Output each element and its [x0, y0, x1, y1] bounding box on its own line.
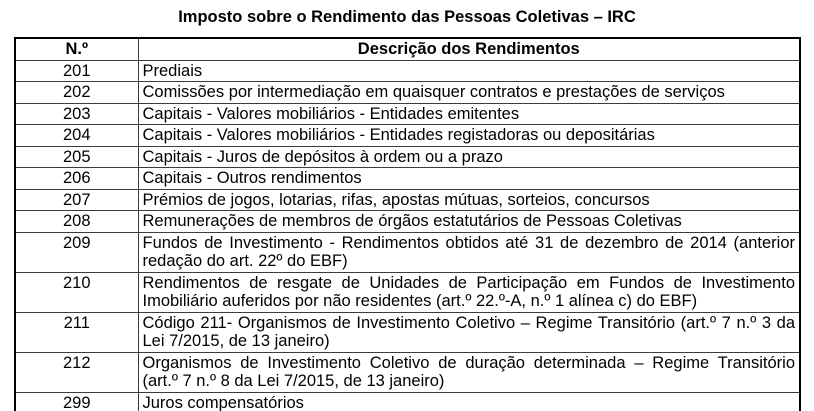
table-row: 205 Capitais - Juros de depósitos à ordem…	[14, 145, 801, 168]
row-number: 203	[14, 102, 139, 125]
table-row: 202 Comissões por intermediação em quaisq…	[14, 81, 801, 104]
row-description: Código 211- Organismos de Investimento C…	[137, 311, 801, 353]
row-number: 299	[14, 391, 139, 411]
income-codes-table: N.º Descrição dos Rendimentos 201 Prediai…	[14, 37, 801, 411]
row-description: Remunerações de membros de órgãos estatu…	[137, 210, 801, 233]
row-number: 206	[14, 167, 139, 190]
row-description: Rendimentos de resgate de Unidades de Pa…	[137, 271, 801, 313]
row-number: 207	[14, 188, 139, 211]
row-number: 210	[14, 271, 139, 313]
table-row: 210 Rendimentos de resgate de Unidades de…	[14, 271, 801, 313]
row-description: Juros compensatórios	[137, 391, 801, 411]
row-number: 209	[14, 231, 139, 273]
row-description: Organismos de Investimento Coletivo de d…	[137, 351, 801, 393]
table-row: 207 Prémios de jogos, lotarias, rifas, ap…	[14, 188, 801, 211]
row-number: 212	[14, 351, 139, 393]
table-row: 208 Remunerações de membros de órgãos est…	[14, 210, 801, 233]
table-row: 206 Capitais - Outros rendimentos	[14, 167, 801, 190]
table-header: N.º Descrição dos Rendimentos	[14, 37, 801, 61]
page-title: Imposto sobre o Rendimento das Pessoas C…	[178, 8, 636, 26]
row-description: Prediais	[137, 59, 801, 82]
table-row: 299 Juros compensatórios	[14, 391, 801, 411]
table-row: 201 Prediais	[14, 59, 801, 82]
row-number: 205	[14, 145, 139, 168]
table-body: 201 Prediais 202 Comissões por intermediaçã…	[14, 59, 801, 411]
row-description: Fundos de Investimento - Rendimentos obt…	[137, 231, 801, 273]
row-number: 211	[14, 311, 139, 353]
table-row: 211 Código 211- Organismos de Investiment…	[14, 311, 801, 353]
row-number: 201	[14, 59, 139, 82]
row-description: Capitais - Valores mobiliários - Entidad…	[137, 124, 801, 147]
header-number: N.º	[14, 37, 139, 61]
header-description: Descrição dos Rendimentos	[137, 37, 801, 61]
table-row: 204 Capitais - Valores mobiliários - Enti…	[14, 124, 801, 147]
table-row: 203 Capitais - Valores mobiliários - Enti…	[14, 102, 801, 125]
header-row: N.º Descrição dos Rendimentos	[14, 37, 801, 61]
row-number: 208	[14, 210, 139, 233]
row-description: Capitais - Valores mobiliários - Entidad…	[137, 102, 801, 125]
row-number: 202	[14, 81, 139, 104]
row-description: Prémios de jogos, lotarias, rifas, apost…	[137, 188, 801, 211]
table-row: 212 Organismos de Investimento Coletivo d…	[14, 351, 801, 393]
row-number: 204	[14, 124, 139, 147]
table-row: 209 Fundos de Investimento - Rendimentos …	[14, 231, 801, 273]
row-description: Capitais - Juros de depósitos à ordem ou…	[137, 145, 801, 168]
row-description: Comissões por intermediação em quaisquer…	[137, 81, 801, 104]
row-description: Capitais - Outros rendimentos	[137, 167, 801, 190]
